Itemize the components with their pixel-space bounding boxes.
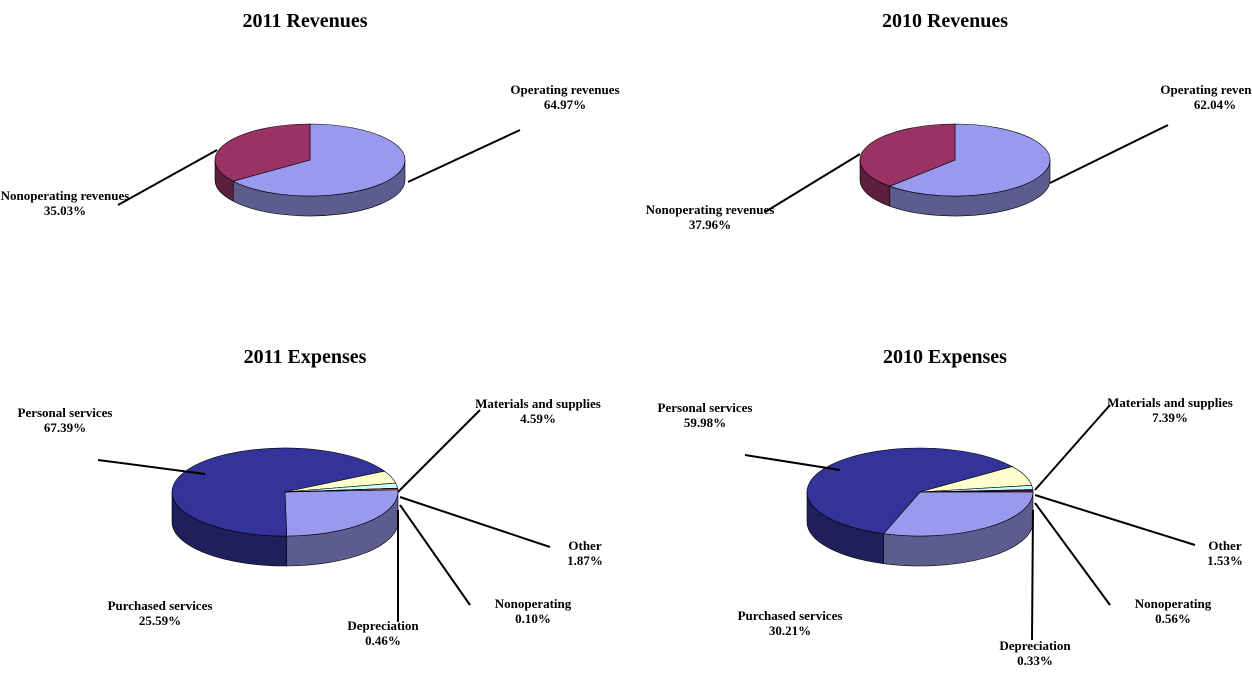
value-label: 7.39% <box>1152 410 1188 425</box>
pie-slice <box>284 488 399 493</box>
category-label: Operating revenues <box>1160 82 1252 97</box>
data-label: Purchased services 25.59% <box>95 598 225 628</box>
value-label: 35.03% <box>43 203 87 218</box>
value-label: 59.98% <box>683 415 727 430</box>
value-label: 67.39% <box>43 420 87 435</box>
category-label: Operating revenues <box>510 82 620 97</box>
data-label: Operating revenues 64.97% <box>500 82 630 112</box>
pie-slice <box>232 123 406 197</box>
category-label: Depreciation <box>999 638 1071 653</box>
leader-line <box>397 409 481 493</box>
category-label: Other <box>568 538 602 553</box>
value-label: 25.59% <box>138 613 182 628</box>
category-label: Other <box>1208 538 1242 553</box>
leader-line <box>1031 509 1034 641</box>
data-label: Nonoperating 0.10% <box>468 596 598 626</box>
category-label: Materials and supplies <box>1107 395 1233 410</box>
category-label: Personal services <box>657 400 753 415</box>
value-label: 1.53% <box>1207 553 1243 568</box>
category-label: Personal services <box>17 405 113 420</box>
leader-line <box>117 149 218 206</box>
data-label: Depreciation 0.46% <box>318 618 448 648</box>
value-label: 62.04% <box>1193 97 1237 112</box>
value-label: 30.21% <box>768 623 812 638</box>
data-label: Personal services 67.39% <box>0 405 130 435</box>
pie-slice <box>284 489 399 537</box>
leader-line <box>399 504 471 606</box>
category-label: Nonoperating <box>494 596 572 611</box>
data-label: Other 1.87% <box>520 538 650 568</box>
data-label: Nonoperating revenues 35.03% <box>0 188 130 218</box>
value-label: 64.97% <box>543 97 587 112</box>
data-label: Materials and supplies 4.59% <box>473 396 603 426</box>
value-label: 0.10% <box>515 611 551 626</box>
leader-line <box>1034 404 1111 491</box>
chart-title: 2010 Revenues <box>881 10 1009 32</box>
pie-slice <box>214 123 311 182</box>
category-label: Purchased services <box>737 608 843 623</box>
pie-slice <box>859 123 956 187</box>
data-label: Materials and supplies 7.39% <box>1105 395 1235 425</box>
data-label: Personal services 59.98% <box>640 400 770 430</box>
leader-line <box>1034 502 1111 606</box>
pie-slice <box>806 447 1014 534</box>
pie-slice <box>919 490 1034 493</box>
category-label: Nonoperating revenues <box>0 188 130 203</box>
data-label: Operating revenues62.04% <box>1150 82 1252 112</box>
leader-line <box>407 129 521 183</box>
leader-line <box>97 459 206 475</box>
value-label: 37.96% <box>688 217 732 232</box>
leader-line <box>1049 124 1169 184</box>
pie-slice <box>883 491 1034 537</box>
leader-line <box>764 153 861 213</box>
data-label: Depreciation 0.33% <box>970 638 1100 668</box>
category-label: Depreciation <box>347 618 419 633</box>
value-label: 0.33% <box>1017 653 1053 668</box>
pie <box>859 123 1051 217</box>
data-label: Nonoperating 0.56% <box>1108 596 1238 626</box>
value-label: 1.87% <box>567 553 603 568</box>
leader-line <box>744 454 841 471</box>
category-label: Materials and supplies <box>475 396 601 411</box>
chart-title: 2011 Revenues <box>242 10 368 32</box>
category-label: Purchased services <box>107 598 213 613</box>
pie <box>806 447 1034 567</box>
pie <box>171 447 399 567</box>
data-label: Other 1.53% <box>1160 538 1252 568</box>
chart-title: 2011 Expenses <box>243 346 367 368</box>
chart-title: 2010 Expenses <box>883 346 1007 368</box>
pie-slice <box>888 123 1051 197</box>
category-label: Nonoperating revenues <box>645 202 775 217</box>
pie <box>214 123 406 217</box>
value-label: 4.59% <box>520 411 556 426</box>
value-label: 0.56% <box>1155 611 1191 626</box>
category-label: Nonoperating <box>1134 596 1212 611</box>
data-label: Nonoperating revenues 37.96% <box>645 202 775 232</box>
leader-line <box>1034 494 1196 546</box>
data-label: Purchased services 30.21% <box>725 608 855 638</box>
leader-line <box>399 496 551 548</box>
pie-slice <box>171 447 386 537</box>
value-label: 0.46% <box>365 633 401 648</box>
